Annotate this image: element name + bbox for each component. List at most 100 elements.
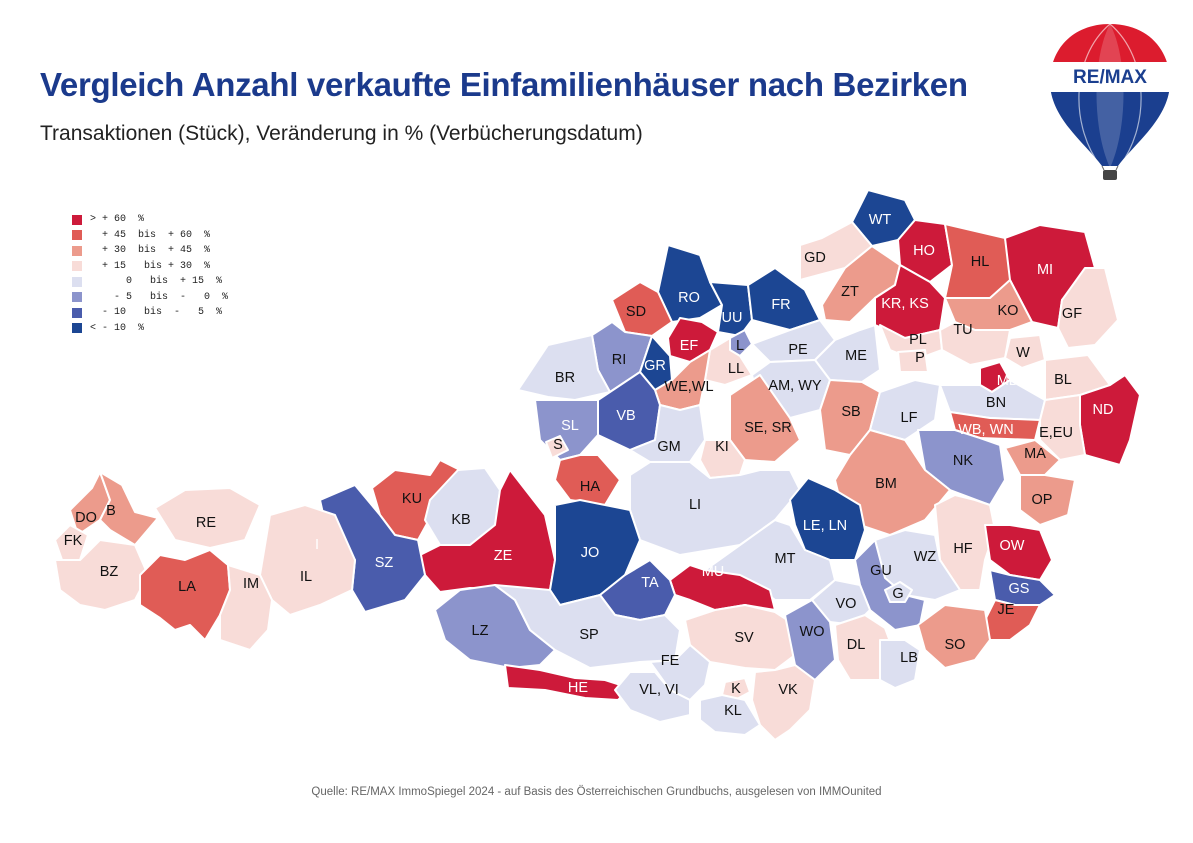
district-label-bn: BN [986,395,1006,411]
district-label-p: P [915,350,925,366]
district-vl-vi [614,671,691,723]
district-label-hl: HL [971,254,990,270]
district-label-vl-vi: VL, VI [639,682,679,698]
district-mu [669,564,776,611]
district-label-gu: GU [870,563,892,579]
legend-label: > + 60 % [90,214,145,226]
district-ma [1004,439,1061,476]
district-label-nd: ND [1093,402,1114,418]
district-label-gd: GD [804,250,826,266]
district-gf [1057,267,1119,349]
district-label-zt: ZT [841,284,859,300]
district-label-s: S [553,437,563,453]
district-label-b: B [106,503,116,519]
district-label-sl: SL [561,418,579,434]
district-label-nk: NK [953,453,973,469]
legend-label: - 5 bis - 0 % [90,291,229,303]
district-label-e-eu: E,EU [1039,425,1073,441]
legend-swatch [72,307,82,318]
district-k [721,677,751,701]
district-label-do: DO [75,510,97,526]
district-label-br: BR [555,370,575,386]
district-label-wz: WZ [914,549,937,565]
legend-swatch [72,323,82,334]
district-label-kl: KL [724,703,742,719]
district-label-wb-wn: WB, WN [958,422,1014,438]
district-label-il: IL [300,569,312,585]
district-label-bz: BZ [100,564,119,580]
district-label-je: JE [998,602,1015,618]
district-fk [54,524,89,561]
legend-item: - 5 bis - 0 % [72,290,228,306]
district-label-fe: FE [661,653,680,669]
district-label-sz: SZ [375,555,394,571]
district-label-mu: MU [702,564,725,580]
map-title: Vergleich Anzahl verkaufte Einfamilienhä… [40,66,968,103]
legend-item: + 15 bis + 30 % [72,259,228,275]
district-label-mt: MT [775,551,796,567]
district-label-ri: RI [612,352,627,368]
district-lb [879,639,921,689]
legend-swatch [72,276,82,287]
district-label-gr: GR [644,358,666,374]
district-label-fr: FR [771,297,790,313]
district-label-ef: EF [680,338,699,354]
district-w [1004,334,1046,369]
district-label-bl: BL [1054,372,1072,388]
district-label-me: ME [845,348,867,364]
district-label-we-wl: WE,WL [664,379,713,395]
legend-item: + 30 bis + 45 % [72,243,228,259]
legend-label: + 45 bis + 60 % [90,229,211,241]
district-label-gs: GS [1009,581,1030,597]
district-label-ow: OW [1000,538,1025,554]
district-re [154,487,261,549]
district-br [517,334,611,401]
district-label-w: W [1016,345,1030,361]
remax-balloon-logo: RE/MAX [1050,24,1170,180]
legend-swatch [72,214,82,225]
district-ef [667,317,719,363]
district-label-ki: KI [715,439,729,455]
district-label-sp: SP [579,627,598,643]
district-label-ta: TA [641,575,659,591]
district-label-lf: LF [901,410,918,426]
district-label-sb: SB [841,404,860,420]
district-label-se-sr: SE, SR [744,420,792,436]
district-label-wo: WO [800,624,825,640]
district-label-op: OP [1032,492,1053,508]
district-p [897,349,929,373]
district-vk [751,664,816,741]
legend-item: - 10 bis - 5 % [72,305,228,321]
district-label-vb: VB [616,408,635,424]
district-label-he: HE [568,680,588,696]
district-label-lb: LB [900,650,918,666]
district-ze [419,469,556,593]
district-label-ma: MA [1024,446,1046,462]
district-label-mi: MI [1037,262,1053,278]
district-label-la: LA [178,579,196,595]
district-label-kr-ks: KR, KS [881,296,929,312]
district-label-ko: KO [998,303,1019,319]
district-label-pl: PL [909,332,927,348]
legend-label: + 30 bis + 45 % [90,245,211,257]
district-label-vo: VO [836,596,857,612]
district-label-ha: HA [580,479,600,495]
district-label-gm: GM [657,439,680,455]
district-label-im: IM [243,576,259,592]
district-label-g: G [892,586,903,602]
legend-item: 0 bis + 15 % [72,274,228,290]
legend-swatch [72,230,82,241]
district-label-lz: LZ [472,623,489,639]
district-label-sd: SD [626,304,646,320]
legend-item: > + 60 % [72,212,228,228]
legend-label: < - 10 % [90,322,145,334]
district-la [139,549,231,641]
district-sp [494,584,681,669]
district-label-wt: WT [869,212,892,228]
district-label-uu: UU [722,310,743,326]
district-label-md: MD [997,373,1020,389]
legend-item: < - 10 % [72,321,228,337]
legend-swatch [72,261,82,272]
district-label-pe: PE [788,342,808,358]
